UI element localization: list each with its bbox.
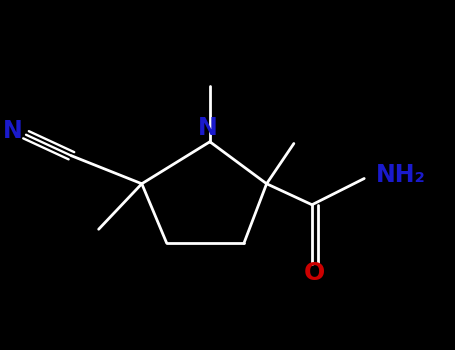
Text: N: N <box>3 119 22 143</box>
Text: NH₂: NH₂ <box>375 163 425 187</box>
Text: O: O <box>303 261 325 285</box>
Text: N: N <box>198 117 217 140</box>
